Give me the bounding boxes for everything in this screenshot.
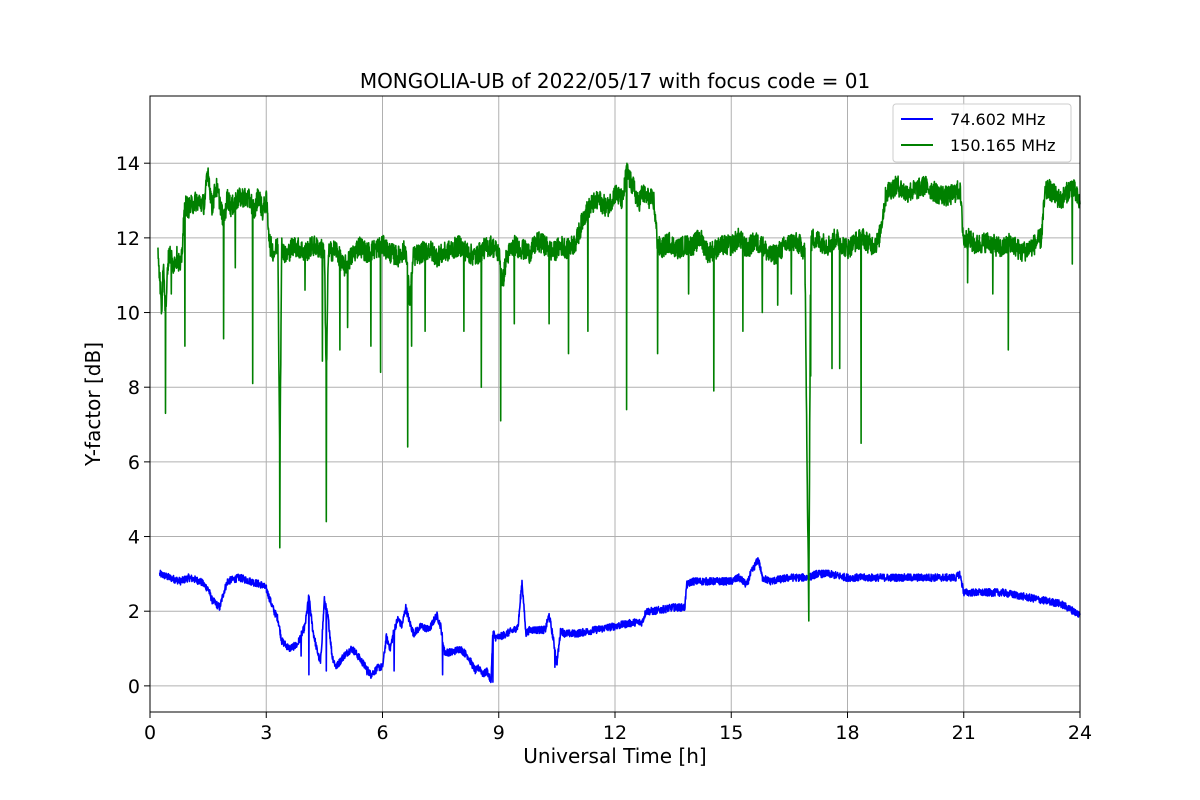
series-layer	[157, 162, 1081, 684]
legend-label-150mhz: 150.165 MHz	[950, 136, 1055, 155]
x-tick-label: 15	[719, 722, 743, 744]
x-axis-label: Universal Time [h]	[523, 744, 706, 768]
x-tick-label: 18	[835, 722, 859, 744]
y-tick-label: 8	[128, 377, 140, 399]
x-tick-label: 3	[260, 722, 272, 744]
x-axis-ticks: 0 3 6 9 12 15 18 21 24	[144, 712, 1092, 744]
x-tick-label: 21	[952, 722, 976, 744]
series-line-150mhz	[157, 162, 1081, 622]
legend-label-74mhz: 74.602 MHz	[945, 110, 1045, 129]
chart-title: MONGOLIA-UB of 2022/05/17 with focus cod…	[360, 69, 870, 93]
x-tick-label: 9	[493, 722, 505, 744]
y-tick-label: 2	[128, 601, 140, 623]
x-tick-label: 6	[376, 722, 388, 744]
x-tick-label: 12	[603, 722, 627, 744]
y-tick-label: 4	[128, 527, 140, 549]
y-axis-ticks: 0 2 4 6 8 10 12 14	[116, 153, 150, 698]
y-tick-label: 0	[128, 676, 140, 698]
x-tick-label: 0	[144, 722, 156, 744]
legend: 74.602 MHz 150.165 MHz	[892, 103, 1072, 163]
legend-box	[892, 103, 1072, 163]
x-tick-label: 24	[1068, 722, 1092, 744]
y-tick-label: 6	[128, 452, 140, 474]
y-tick-label: 10	[116, 303, 140, 325]
y-tick-label: 12	[116, 228, 140, 250]
y-tick-label: 14	[116, 153, 140, 175]
y-axis-label: Y-factor [dB]	[81, 342, 105, 467]
series-line-74mhz	[158, 557, 1081, 684]
